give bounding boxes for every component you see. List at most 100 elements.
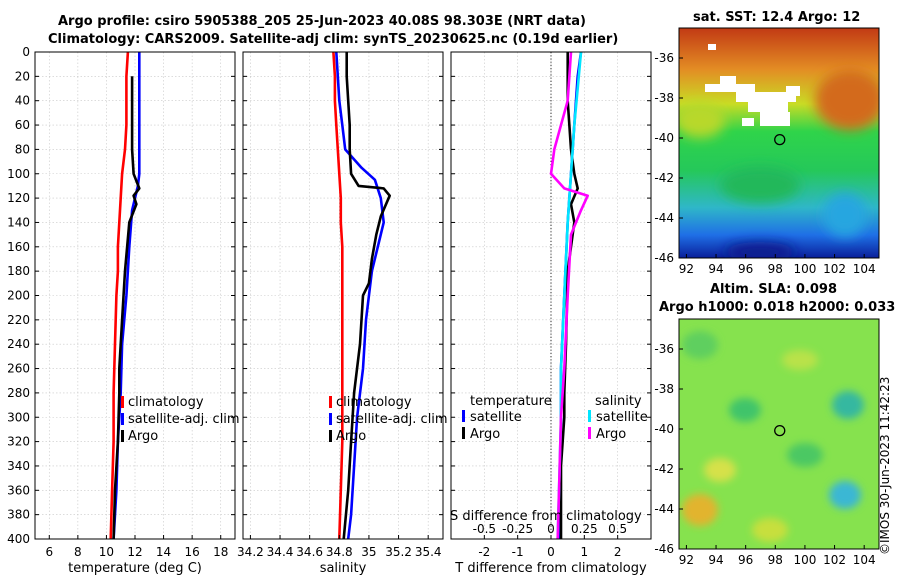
y-tick-label: 300 bbox=[7, 410, 30, 424]
argo-float-marker bbox=[774, 424, 786, 437]
y-tick-label: 340 bbox=[7, 459, 30, 473]
map-x-tick-label: 98 bbox=[768, 262, 783, 276]
map-x-tick-label: 96 bbox=[738, 262, 753, 276]
y-tick-label: 280 bbox=[7, 386, 30, 400]
x-tick-label: 10 bbox=[99, 545, 114, 559]
map-y-tick-label: -40 bbox=[654, 131, 674, 145]
x-tick-label: 18 bbox=[213, 545, 228, 559]
x-axis-label: temperature (deg C) bbox=[68, 561, 202, 576]
map-x-tick-label: 92 bbox=[679, 553, 694, 567]
s-tick-label: -0.25 bbox=[502, 522, 533, 536]
y-tick-label: 100 bbox=[7, 167, 30, 181]
panel-salinity: 34.2 34.4 34.6 34.8 35 35.2 35.4 salinity climat… bbox=[237, 51, 448, 576]
series-line-salinity-Argo bbox=[549, 51, 589, 540]
map-x-tick-label: 104 bbox=[853, 553, 876, 567]
x-axis-label: salinity bbox=[320, 561, 367, 576]
y-tick-label: 60 bbox=[15, 118, 30, 132]
x-tick-label: 1 bbox=[581, 545, 589, 559]
legend-swatch bbox=[121, 413, 124, 425]
map-x-tick-label: 102 bbox=[823, 262, 846, 276]
sst-map bbox=[679, 28, 879, 258]
panel-difference: -2 -1 0 1 2 -0.5 -0.25 0 0.25 0.5 T difference fro… bbox=[450, 51, 652, 576]
y-tick-label: 260 bbox=[7, 362, 30, 376]
sla-eddy-2 bbox=[729, 398, 761, 422]
diff-legend-temp-header: temperature bbox=[470, 394, 552, 409]
legend-swatch bbox=[121, 396, 124, 408]
s-tick-label: -0.5 bbox=[473, 522, 496, 536]
y-tick-label: 220 bbox=[7, 313, 30, 327]
y-tick-label: 400 bbox=[7, 532, 30, 546]
legend-label: Argo bbox=[336, 429, 366, 444]
map-axes-sst_map: 92 94 96 98 100 102 104 -36 -38 -40 -42 -44 -46 bbox=[654, 27, 880, 276]
map-y-tick-label: -46 bbox=[654, 251, 674, 265]
legend-swatch bbox=[121, 430, 124, 442]
map-x-tick-label: 92 bbox=[679, 262, 694, 276]
legend-temperature: climatology satellite-adj. clim Argo bbox=[121, 395, 240, 444]
legend-label: climatology bbox=[336, 395, 412, 410]
y-tick-label: 320 bbox=[7, 435, 30, 449]
x-tick-label: 35 bbox=[361, 545, 376, 559]
x-tick-label: 34.4 bbox=[267, 545, 294, 559]
map-x-tick-label: 102 bbox=[823, 553, 846, 567]
panel-temperature: 0 20 40 60 80 100 120 140 160 180 200 220 240 260 280 3… bbox=[7, 45, 240, 576]
legend-label: Argo bbox=[128, 429, 158, 444]
x-tick-label: 6 bbox=[45, 545, 53, 559]
map-y-tick-label: -38 bbox=[654, 91, 674, 105]
legend-swatch bbox=[329, 413, 332, 425]
sst-cyan-patch bbox=[823, 193, 867, 237]
x-tick-label: 34.6 bbox=[296, 545, 323, 559]
map-x-tick-label: 96 bbox=[738, 553, 753, 567]
diff-legend-swatch-s-sat bbox=[588, 410, 591, 422]
series-line-climatology bbox=[332, 51, 344, 540]
y-tick-label: 160 bbox=[7, 240, 30, 254]
diff-legend-sal-header: salinity bbox=[595, 394, 642, 409]
map-y-tick-label: -44 bbox=[654, 211, 674, 225]
y-tick-label: 380 bbox=[7, 508, 30, 522]
y-tick-label: 20 bbox=[15, 69, 30, 83]
legend-label: satellite-adj. clim bbox=[128, 412, 240, 427]
argo-float-marker bbox=[774, 133, 786, 146]
x-tick-label: 12 bbox=[127, 545, 142, 559]
sst-green-patch bbox=[720, 167, 800, 203]
x-tick-label: 34.8 bbox=[326, 545, 353, 559]
y-tick-label: 140 bbox=[7, 215, 30, 229]
map-y-tick-label: -38 bbox=[654, 382, 674, 396]
series-line-Argo bbox=[342, 52, 391, 540]
x-tick-label: 35.4 bbox=[415, 545, 442, 559]
map-y-tick-label: -42 bbox=[654, 462, 674, 476]
map-x-tick-label: 100 bbox=[793, 553, 816, 567]
sla-eddy-7 bbox=[682, 494, 718, 526]
legend-swatch bbox=[329, 396, 332, 408]
map-y-tick-label: -40 bbox=[654, 422, 674, 436]
y-tick-label: 180 bbox=[7, 264, 30, 278]
diff-top-axis-label: S difference from climatology bbox=[450, 509, 642, 524]
series-line-climatology bbox=[109, 51, 130, 540]
x-tick-label: 0 bbox=[547, 545, 555, 559]
map-frame bbox=[678, 318, 880, 550]
sla-eddy-9 bbox=[782, 350, 818, 370]
x-tick-label: 8 bbox=[74, 545, 82, 559]
diff-legend-t-argo: Argo bbox=[470, 427, 500, 442]
s-tick-label: 0 bbox=[547, 522, 555, 536]
diff-legend-s-argo: Argo bbox=[596, 427, 626, 442]
series-line-satellite-adj.-clim bbox=[335, 51, 385, 540]
sst-cloud-mask bbox=[705, 44, 800, 126]
figure-title-line1: Argo profile: csiro 5905388_205 25-Jun-2… bbox=[58, 14, 586, 29]
map-y-tick-label: -44 bbox=[654, 502, 674, 516]
diff-legend-s-sat: satellite bbox=[596, 410, 648, 425]
x-tick-label: 16 bbox=[185, 545, 200, 559]
x-tick-label: -2 bbox=[478, 545, 490, 559]
diff-legend: temperature salinity satellite Argo sate… bbox=[462, 394, 648, 442]
diff-legend-t-sat: satellite bbox=[470, 410, 522, 425]
y-tick-label: 200 bbox=[7, 289, 30, 303]
series-line-temperature-Argo bbox=[559, 52, 579, 539]
sla-eddy-3 bbox=[832, 391, 864, 419]
figure-title-line2: Climatology: CARS2009. Satellite-adj cli… bbox=[48, 32, 619, 47]
s-tick-label: 0.25 bbox=[571, 522, 598, 536]
sst-warm-patch bbox=[815, 70, 879, 130]
x-tick-label: -1 bbox=[512, 545, 524, 559]
series-line-Argo bbox=[112, 76, 141, 540]
map-y-tick-label: -36 bbox=[654, 51, 674, 65]
map-y-tick-label: -42 bbox=[654, 171, 674, 185]
